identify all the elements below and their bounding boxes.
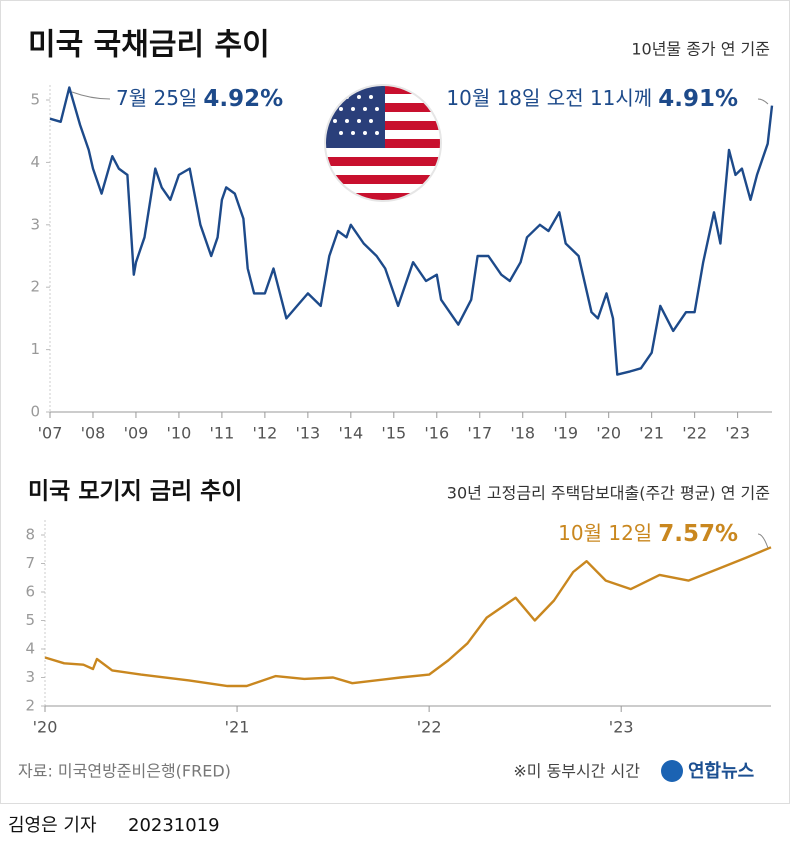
annotation-text: 10월 18일 오전 11시께 — [446, 86, 652, 110]
y-tick-label: 5 — [25, 611, 35, 629]
x-tick-label: '18 — [510, 424, 535, 443]
x-tick-label: '08 — [81, 424, 106, 443]
chart-title: 미국 국채금리 추이 — [28, 28, 270, 63]
chart-subtitle: 10년물 종가 연 기준 — [631, 40, 770, 59]
us-flag — [324, 84, 442, 202]
x-tick-label: '23 — [725, 424, 750, 443]
y-tick-label: 0 — [30, 403, 40, 421]
x-tick-label: '19 — [553, 424, 578, 443]
x-tick-label: '07 — [38, 424, 63, 443]
source: 자료: 미국연방준비은행(FRED) — [18, 762, 231, 781]
annotation-value: 7.57% — [658, 521, 738, 547]
y-tick-label: 5 — [30, 91, 40, 109]
chart-subtitle: 30년 고정금리 주택담보대출(주간 평균) 연 기준 — [447, 484, 770, 503]
x-tick-label: '10 — [167, 424, 192, 443]
x-tick-label: '16 — [424, 424, 449, 443]
annotation-leader — [757, 98, 769, 105]
x-tick-label: '17 — [467, 424, 492, 443]
y-tick-label: 7 — [25, 554, 35, 572]
x-tick-label: '14 — [338, 424, 363, 443]
annotation: 7월 25일 4.92% — [116, 86, 283, 112]
x-tick-label: '13 — [295, 424, 320, 443]
y-tick-label: 3 — [30, 215, 40, 233]
byline: 김영은 기자 — [8, 815, 97, 836]
y-tick-label: 1 — [30, 340, 40, 358]
x-tick-label: '15 — [381, 424, 406, 443]
x-tick-label: '22 — [417, 718, 442, 737]
annotation: 10월 18일 오전 11시께 4.91% — [446, 86, 738, 112]
annotation-text: 10월 12일 — [558, 521, 652, 545]
x-tick-label: '20 — [33, 718, 58, 737]
x-tick-label: '21 — [225, 718, 250, 737]
y-tick-label: 3 — [25, 668, 35, 686]
x-tick-label: '12 — [252, 424, 277, 443]
annotation-value: 4.92% — [203, 86, 283, 112]
annotation-leader — [71, 91, 111, 100]
x-tick-label: '23 — [609, 718, 634, 737]
note: ※미 동부시간 시간 — [513, 762, 640, 781]
y-tick-label: 8 — [25, 526, 35, 544]
date: 20231019 — [128, 815, 220, 836]
annotation-leader — [757, 533, 769, 549]
logo: 연합뉴스 — [688, 760, 754, 782]
x-tick-label: '20 — [596, 424, 621, 443]
y-tick-label: 4 — [25, 640, 35, 658]
y-tick-label: 2 — [25, 697, 35, 715]
x-tick-label: '11 — [210, 424, 235, 443]
series-line — [49, 86, 774, 376]
chart-title: 미국 모기지 금리 추이 — [28, 479, 242, 505]
x-tick-label: '09 — [124, 424, 149, 443]
y-tick-label: 6 — [25, 583, 35, 601]
logo-mark — [661, 760, 683, 782]
x-tick-label: '21 — [639, 424, 664, 443]
annotation-value: 4.91% — [658, 86, 738, 112]
annotation-text: 7월 25일 — [116, 86, 197, 110]
y-tick-label: 2 — [30, 278, 40, 296]
annotation: 10월 12일 7.57% — [558, 521, 738, 547]
y-tick-label: 4 — [30, 153, 40, 171]
x-tick-label: '22 — [682, 424, 707, 443]
series-line — [44, 546, 772, 688]
